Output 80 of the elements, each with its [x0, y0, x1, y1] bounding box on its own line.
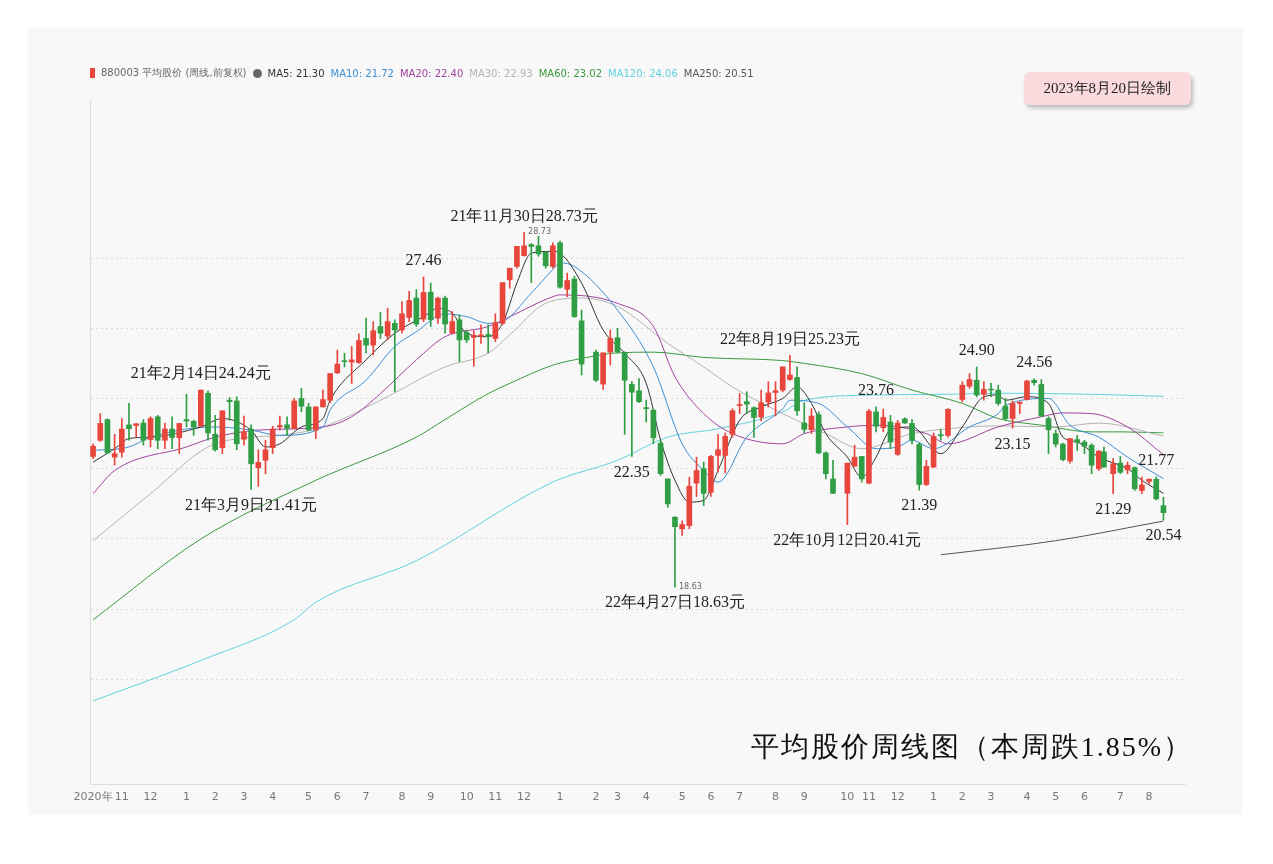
candlestick: [743, 391, 750, 414]
candlestick: [284, 416, 290, 436]
annotation: 20.54: [1145, 526, 1182, 544]
x-tick-label: 4: [269, 790, 277, 804]
x-tick-label: 1: [182, 790, 190, 804]
candlestick: [1074, 435, 1081, 451]
x-tick-label: 9: [800, 790, 808, 804]
x-tick-label: 11: [114, 790, 129, 804]
annotation: 21年2月14日24.24元: [130, 364, 271, 382]
x-tick-label: 5: [1052, 790, 1060, 804]
annotation: 24.56: [1016, 353, 1053, 371]
candlestick: [133, 423, 140, 438]
text: MA250: 20.51: [683, 67, 754, 79]
x-tick-label: 5: [305, 790, 313, 804]
x-tick-label: 8: [772, 790, 780, 804]
x-tick-label: 10: [459, 790, 474, 804]
x-tick-label: 6: [707, 790, 715, 804]
text: 18.63: [678, 582, 702, 592]
x-tick-label: 4: [1023, 790, 1031, 804]
annotation: 22年8月19日25.23元: [719, 329, 860, 347]
text: 平均股价周线图（本周跌1.85%）: [750, 730, 1193, 764]
x-tick-label: 5: [678, 790, 686, 804]
candlestick: [801, 402, 808, 434]
candlestick: [937, 429, 944, 441]
x-tick-label: 1: [556, 790, 564, 804]
text: 28.73: [528, 227, 552, 237]
annotation: 22年10月12日20.41元: [773, 530, 922, 548]
annotation: 23.15: [994, 434, 1031, 452]
candlestick: [1016, 401, 1023, 414]
x-tick-label: 12: [890, 790, 905, 804]
annotation: 21年11月30日28.73元: [450, 206, 598, 224]
annotation: 21.39: [901, 496, 938, 514]
x-tick-label: 3: [240, 790, 248, 804]
x-tick-label: 7: [736, 790, 744, 804]
x-tick-label: 3: [613, 790, 621, 804]
candlestick: [528, 243, 535, 283]
x-tick-label: 8: [398, 790, 406, 804]
text: MA120: 24.06: [608, 67, 678, 79]
text: MA5: 21.30: [267, 67, 325, 79]
x-tick-label: 6: [333, 790, 341, 804]
text: MA10: 21.72: [330, 67, 394, 79]
annotation: 24.90: [958, 341, 995, 359]
candlestick: [277, 415, 283, 431]
x-tick-label: 2: [592, 790, 600, 804]
x-tick-label: 12: [517, 790, 532, 804]
text: MA20: 22.40: [399, 67, 464, 79]
x-tick-label: 11: [861, 790, 876, 804]
x-tick-label: 4: [642, 790, 650, 804]
x-tick-label: 11: [488, 790, 503, 804]
annotation: 21.29: [1095, 499, 1132, 517]
annotation: 27.46: [405, 251, 442, 269]
candlestick: [643, 399, 650, 423]
text: MA30: 22.93: [469, 67, 533, 79]
annotation: 21年3月9日21.41元: [185, 495, 318, 513]
x-tick-label: 2: [211, 790, 219, 804]
candlestick: [391, 319, 398, 393]
x-tick-label: 7: [1116, 790, 1124, 804]
x-tick-label: 12: [143, 790, 158, 804]
x-tick-label: 2020年: [73, 790, 113, 804]
text: MA60: 23.02: [538, 67, 603, 79]
x-tick-label: 1: [930, 790, 938, 804]
x-tick-label: 8: [1145, 790, 1153, 804]
candlestick: [255, 449, 262, 487]
note-badge: 2023年8月20日绘制: [1023, 72, 1191, 105]
x-tick-label: 7: [362, 790, 370, 804]
annotation: 22年4月27日18.63元: [604, 593, 745, 611]
x-tick-label: 9: [427, 790, 435, 804]
candlestick: [363, 317, 369, 354]
x-tick-label: 10: [840, 790, 855, 804]
x-tick-label: 2: [958, 790, 966, 804]
annotation: 23.76: [858, 381, 895, 399]
candlestick: [672, 516, 678, 588]
x-tick-label: 3: [987, 790, 995, 804]
x-tick-label: 6: [1080, 790, 1088, 804]
candlestick: [126, 403, 132, 441]
annotation: 22.35: [613, 462, 650, 480]
legend-label: 880003 平均股价 (周线,前复权): [101, 66, 247, 80]
candlestick: [241, 415, 247, 446]
candlestick: [485, 324, 492, 354]
annotation: 21.77: [1138, 451, 1175, 469]
